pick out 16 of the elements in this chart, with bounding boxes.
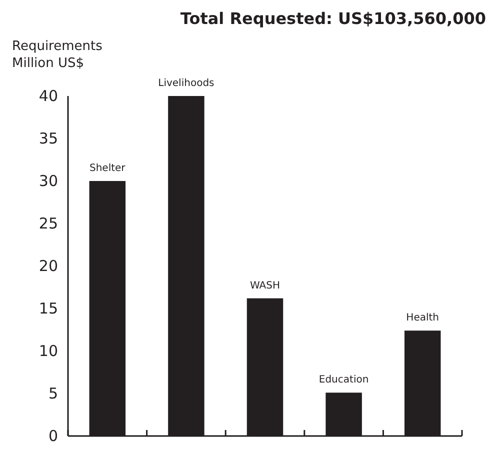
y-axis-title: Requirements Million US$ xyxy=(12,39,103,71)
y-tick-label: 5 xyxy=(48,384,58,402)
y-tick-label: 0 xyxy=(48,426,58,445)
x-tick-label: Education xyxy=(318,374,369,386)
y-tick-label: 20 xyxy=(38,256,58,275)
x-tick-label: Shelter xyxy=(89,163,126,174)
y-tick-label: 40 xyxy=(38,86,58,105)
x-tick-label: Health xyxy=(406,312,440,324)
y-tick-label: 35 xyxy=(38,129,58,148)
y-tick-label: 25 xyxy=(38,214,58,232)
x-tick-label: Livelihoods xyxy=(158,78,214,89)
chart-title: Total Requested: US$103,560,000 xyxy=(180,9,486,28)
y-tick-label: 30 xyxy=(38,172,58,190)
y-tick-label: 10 xyxy=(38,342,58,360)
y-tick-label: 15 xyxy=(38,299,58,318)
x-tick-label: WASH xyxy=(250,280,280,292)
